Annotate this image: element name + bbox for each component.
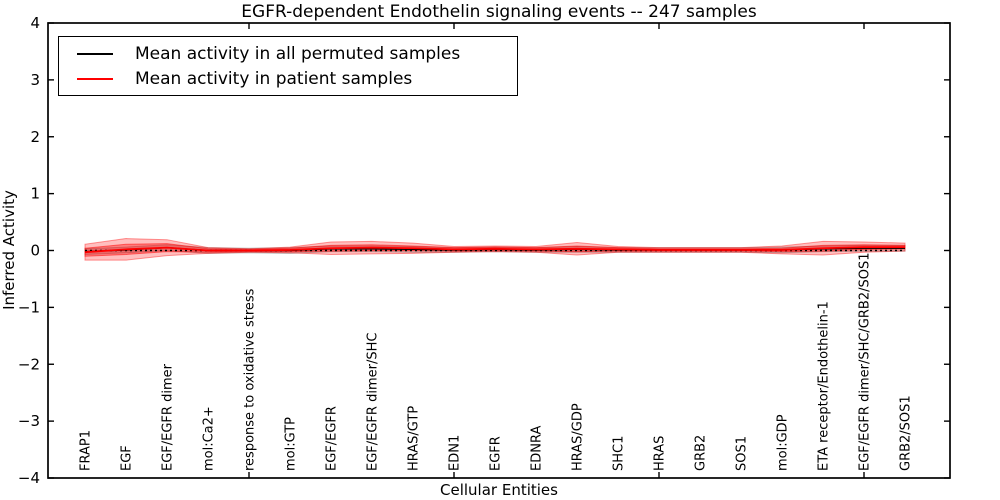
entity-label: GRB2 (694, 435, 709, 471)
legend-entry-patient: Mean activity in patient samples (77, 69, 517, 89)
legend-label-patient: Mean activity in patient samples (135, 68, 413, 89)
y-tick-label: 0 (30, 242, 40, 260)
entity-label: EGF (120, 445, 135, 471)
x-tick-labels: FRAP1 EGF EGF/EGFR dimer mol:Ca2+ response t… (79, 253, 914, 472)
entity-label: EGF/EGFR dimer/SHC (366, 333, 381, 471)
mean-line-patient (84, 246, 905, 254)
y-tick-label: 2 (30, 128, 40, 146)
entity-label: EGF/EGFR (325, 406, 340, 471)
y-tick-label: −2 (18, 355, 40, 373)
y-tick-label: −4 (18, 469, 40, 487)
y-tick-label: 1 (30, 185, 40, 203)
legend-label-permuted: Mean activity in all permuted samples (135, 43, 461, 64)
entity-label: HRAS/GDP (571, 403, 586, 471)
entity-label: mol:Ca2+ (202, 406, 217, 471)
legend-entry-permuted: Mean activity in all permuted samples (77, 44, 517, 64)
entity-label: EGFR (489, 436, 504, 471)
entity-label: mol:GTP (284, 417, 299, 471)
entity-label: SOS1 (735, 436, 750, 471)
entity-label: HRAS (653, 436, 668, 471)
entity-label: SHC1 (612, 436, 627, 471)
entity-label: mol:GDP (776, 414, 791, 471)
entity-label: FRAP1 (79, 430, 94, 471)
patient-line-sample-icon (77, 77, 113, 80)
entity-label: EDN1 (448, 435, 463, 471)
y-tick-label: −3 (18, 412, 40, 430)
entity-label: EGF/EGFR dimer/SHC/GRB2/SOS1 (858, 253, 873, 472)
chart-title: EGFR-dependent Endothelin signaling even… (241, 2, 757, 22)
y-tick-label: −1 (18, 298, 40, 316)
axis-ticks (48, 22, 950, 479)
entity-label: EDNRA (530, 426, 545, 471)
x-axis-title: Cellular Entities (440, 481, 558, 499)
entity-label: response to oxidative stress (243, 288, 258, 471)
entity-label: HRAS/GTP (407, 406, 422, 471)
entity-label: ETA receptor/Endothelin-1 (817, 301, 832, 471)
legend: Mean activity in all permuted samples Me… (58, 36, 518, 96)
y-tick-label: 4 (30, 14, 40, 32)
series-lines (84, 246, 905, 254)
entity-label: GRB2/SOS1 (899, 395, 914, 471)
permuted-line-sample-icon (77, 52, 113, 55)
y-axis-title: Inferred Activity (0, 190, 18, 310)
y-tick-label: 3 (30, 71, 40, 89)
entity-label: EGF/EGFR dimer (161, 363, 176, 471)
y-tick-labels: 4 3 2 1 0 −1 −2 −3 −4 (18, 14, 40, 487)
